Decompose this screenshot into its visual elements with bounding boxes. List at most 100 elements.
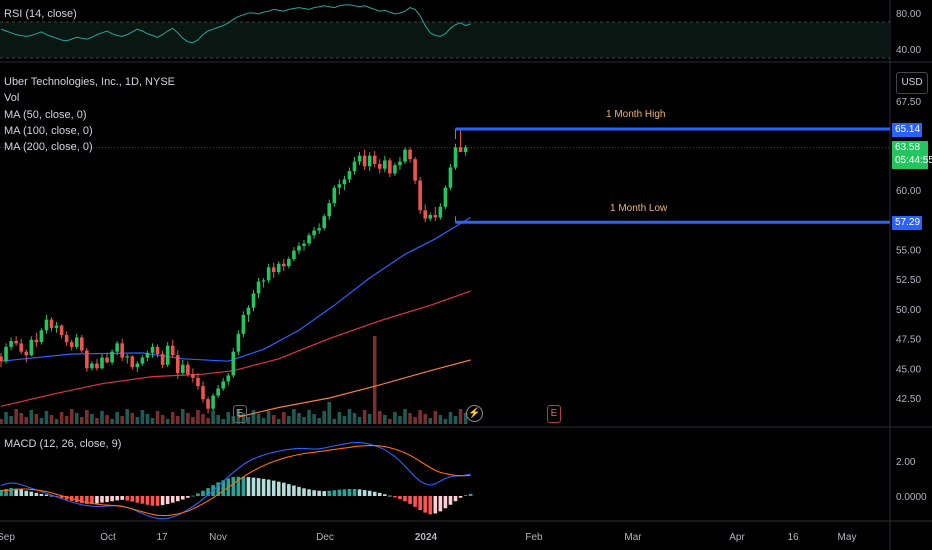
- macd-histogram-bar: [433, 496, 438, 514]
- volume-bar: [69, 409, 74, 424]
- volume-bar: [438, 415, 443, 424]
- macd-histogram-bar: [398, 496, 402, 500]
- volume-bar: [19, 413, 23, 424]
- macd-histogram-bar: [347, 489, 352, 496]
- lightning-icon[interactable]: ⚡: [466, 405, 483, 422]
- candle-body: [135, 363, 140, 368]
- candle-body: [408, 149, 412, 160]
- volume-bar: [453, 416, 458, 424]
- candle-body: [125, 356, 130, 358]
- candle-body: [317, 228, 321, 231]
- volume-bar: [241, 413, 246, 424]
- volume-bar: [221, 419, 225, 424]
- earnings-icon[interactable]: E: [547, 405, 561, 423]
- volume-bar: [85, 410, 89, 424]
- rsi-axis-label: 80.00: [896, 9, 921, 20]
- bar-countdown: 05:44:55: [895, 155, 932, 166]
- macd-histogram-bar: [372, 491, 377, 496]
- macd-histogram-bar: [307, 489, 311, 496]
- macd-histogram-bar: [383, 494, 387, 496]
- candle-body: [226, 375, 231, 382]
- macd-histogram-bar: [206, 488, 210, 496]
- volume-bar: [403, 409, 407, 424]
- candle-body: [342, 179, 347, 185]
- signal-line: [0, 445, 471, 517]
- macd-histogram-bar: [413, 496, 417, 507]
- candle-body: [64, 335, 69, 343]
- macd-histogram-bar: [120, 496, 124, 500]
- volume-bar: [357, 417, 362, 424]
- volume-bar: [125, 409, 130, 424]
- candle-body: [261, 280, 266, 282]
- volume-bar: [337, 412, 342, 424]
- macd-histogram-bar: [74, 496, 79, 503]
- currency-button[interactable]: USD: [896, 72, 928, 94]
- macd-histogram-bar: [282, 482, 286, 496]
- macd-histogram-bar: [19, 489, 23, 496]
- candle-body: [29, 339, 34, 356]
- macd-histogram-bar: [362, 490, 367, 496]
- moving-average-line: [0, 216, 471, 362]
- macd-histogram-bar: [201, 490, 205, 496]
- candle-body: [276, 263, 281, 273]
- volume-bar: [135, 417, 140, 424]
- volume-bar: [140, 410, 145, 424]
- last-price-value: 63.58: [895, 142, 921, 153]
- volume-bar: [261, 418, 266, 424]
- macd-histogram-bar: [115, 496, 119, 501]
- macd-histogram-bar: [302, 488, 306, 496]
- macd-histogram-bar: [165, 496, 170, 505]
- candle-body: [140, 357, 145, 364]
- candle-body: [347, 171, 352, 180]
- candle-body: [115, 343, 119, 352]
- volume-bar: [276, 419, 281, 424]
- candle-body: [105, 357, 109, 363]
- macd-histogram-bar: [403, 496, 407, 502]
- ma200-legend: MA (200, close, 0): [4, 141, 93, 153]
- macd-histogram-bar: [29, 491, 34, 496]
- macd-histogram-bar: [453, 496, 458, 502]
- candle-body: [54, 325, 59, 328]
- earnings-icon[interactable]: E: [233, 405, 247, 423]
- volume-bar: [388, 419, 392, 424]
- volume-bar: [226, 412, 231, 424]
- volume-bar: [428, 418, 433, 424]
- time-axis-label: 2024: [415, 532, 438, 543]
- macd-histogram-bar: [59, 496, 64, 499]
- candle-body: [307, 235, 311, 244]
- candle-body: [413, 159, 417, 181]
- macd-histogram-bar: [100, 496, 104, 503]
- macd-histogram-bar: [468, 493, 473, 496]
- volume-bar: [347, 409, 352, 424]
- candle-body: [155, 346, 160, 355]
- volume-bar: [201, 414, 205, 424]
- volume-legend: Vol: [4, 92, 20, 104]
- volume-bar: [352, 413, 357, 424]
- candle-body: [246, 307, 251, 315]
- volume-bar: [372, 336, 377, 424]
- candle-body: [287, 259, 291, 267]
- macd-histogram-bar: [357, 489, 362, 496]
- volume-bar: [362, 410, 367, 424]
- macd-histogram-bar: [246, 477, 251, 496]
- volume-bar: [418, 410, 422, 424]
- volume-bar: [271, 415, 276, 424]
- candle-body: [206, 399, 210, 409]
- macd-histogram-bar: [34, 492, 39, 496]
- volume-bar: [29, 410, 34, 424]
- candle-body: [428, 215, 433, 219]
- high-price-tag: 65.14: [892, 123, 922, 137]
- macd-histogram-bar: [251, 477, 256, 496]
- candle-body: [367, 155, 372, 167]
- candle-body: [433, 215, 438, 218]
- macd-histogram-bar: [342, 489, 347, 496]
- macd-histogram-bar: [110, 496, 114, 502]
- candle-body: [85, 350, 89, 369]
- macd-histogram-bar: [105, 496, 109, 503]
- candle-body: [24, 351, 29, 356]
- volume-bar: [206, 418, 210, 424]
- macd-histogram-bar: [49, 495, 54, 497]
- volume-bar: [59, 412, 64, 424]
- candle-body: [39, 330, 44, 343]
